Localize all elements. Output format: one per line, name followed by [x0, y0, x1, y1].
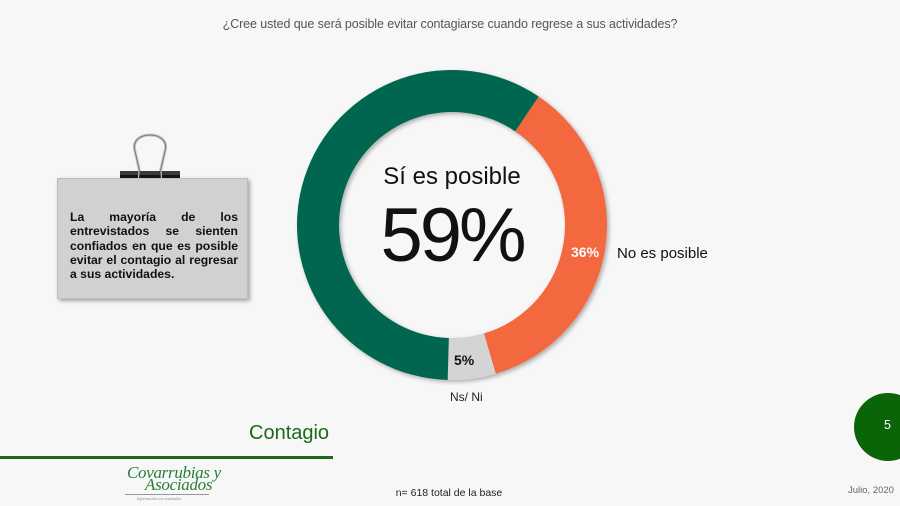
page-number-badge	[854, 393, 900, 461]
date-label: Julio, 2020	[848, 485, 894, 496]
base-note: n= 618 total de la base	[0, 487, 900, 499]
logo-line1: Covarrubias y	[127, 463, 221, 482]
ns-category-label: Ns/ Ni	[450, 390, 483, 404]
logo-divider	[125, 494, 209, 495]
divider	[0, 456, 333, 459]
survey-question: ¿Cree usted que será posible evitar cont…	[222, 17, 678, 31]
center-value: 59%	[380, 193, 526, 278]
segment-si-es-posible	[297, 70, 539, 380]
logo-line2: Asociados	[145, 475, 213, 494]
note-text: La mayoría de los entrevistados se sient…	[70, 210, 238, 282]
ns-percentage-label: 5%	[454, 352, 475, 368]
page-number: 5	[884, 418, 891, 432]
segment-ns-ni	[447, 333, 496, 381]
no-category-label: No es posible	[617, 245, 708, 262]
center-title: Sí es posible	[383, 163, 521, 190]
note-card: La mayoría de los entrevistados se sient…	[57, 178, 248, 299]
company-logo: Covarrubias y Asociados Información con …	[123, 463, 221, 501]
no-percentage-label: 36%	[571, 244, 600, 260]
section-title: Contagio	[249, 422, 330, 444]
logo-tagline: Información con resultados	[137, 496, 182, 501]
segment-no-es-posible	[483, 96, 607, 374]
donut-chart	[297, 70, 607, 381]
base-note-text: n= 618 total de la base	[395, 487, 503, 499]
